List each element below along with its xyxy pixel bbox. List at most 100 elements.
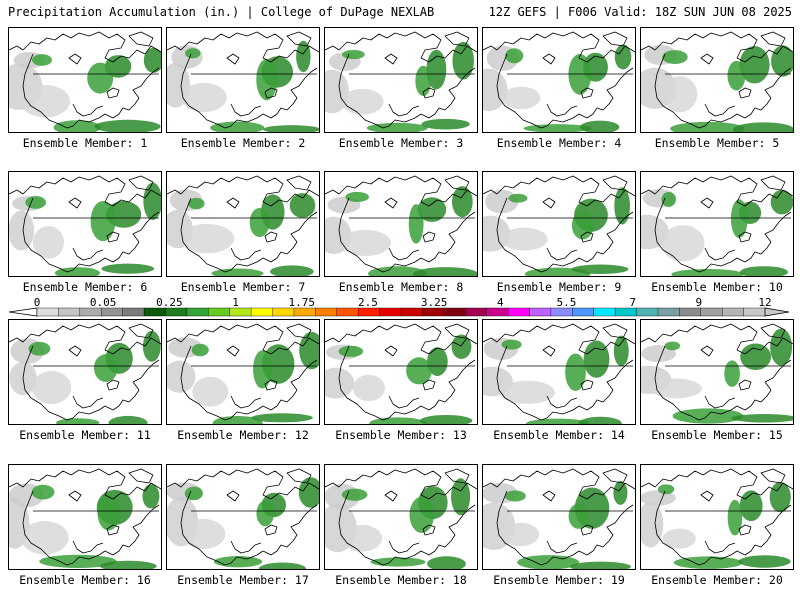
legend-swatch [36, 307, 59, 317]
precip-area [188, 197, 205, 210]
precip-area [56, 418, 100, 424]
precip-area [740, 343, 772, 371]
legend-swatch [529, 307, 552, 317]
precip-area [613, 335, 629, 367]
precipitation-color-legend: 0 0.05 0.25 1 1.75 2.5 3.25 4 5.5 7 9 12 [0, 296, 800, 318]
legend-tick-label: 12 [758, 296, 772, 309]
ensemble-member-label-11: Ensemble Member: 11 [19, 428, 151, 442]
legend-swatch [357, 307, 381, 317]
precip-area [451, 334, 472, 359]
precip-area [738, 555, 791, 568]
precip-area [93, 354, 118, 382]
precipitation-map [325, 323, 477, 424]
ensemble-member-map-7 [166, 171, 320, 277]
precip-area [771, 45, 793, 77]
map-title: Precipitation Accumulation (in.) | Colle… [8, 5, 435, 19]
precip-area [500, 227, 548, 251]
precip-area [142, 484, 160, 509]
precip-area [369, 417, 427, 424]
coastline-borders [483, 31, 635, 129]
precip-area [614, 187, 631, 225]
precip-area [25, 196, 47, 209]
ensemble-member-label-7: Ensemble Member: 7 [180, 280, 306, 294]
legend-swatch [122, 307, 145, 317]
legend-swatch [165, 307, 188, 317]
ensemble-member-label-20: Ensemble Member: 20 [651, 573, 783, 587]
legend-tick-label: 0.25 [156, 296, 183, 309]
precip-area [421, 118, 470, 130]
legend-left-arrow [8, 307, 38, 317]
legend-swatch [208, 307, 231, 317]
precip-area [730, 199, 748, 239]
precip-area [583, 340, 610, 378]
precip-area [28, 341, 51, 356]
precip-area [570, 561, 631, 569]
ensemble-member-map-5 [640, 27, 794, 133]
ensemble-member-label-1: Ensemble Member: 1 [22, 136, 148, 150]
precip-shading [483, 187, 631, 276]
precip-area [451, 186, 473, 218]
precip-area [568, 503, 589, 529]
precip-area [32, 225, 65, 259]
coastline-borders [483, 175, 635, 273]
legend-tick-label: 3.25 [420, 296, 448, 309]
legend-swatch [572, 307, 595, 317]
ensemble-member-label-13: Ensemble Member: 13 [335, 428, 467, 442]
precip-area [345, 191, 370, 203]
precip-area [580, 120, 620, 132]
precip-area [341, 88, 384, 115]
precip-area [571, 264, 629, 275]
ensemble-member-map-20 [640, 464, 794, 570]
precipitation-map [325, 175, 477, 276]
legend-swatch [79, 307, 102, 317]
precip-area [724, 360, 740, 387]
coastline-borders [325, 323, 477, 421]
coastline-borders [167, 31, 319, 129]
precip-area [523, 124, 592, 132]
legend-swatch [700, 307, 723, 317]
precip-shading [325, 41, 474, 132]
precip-shading [167, 477, 319, 569]
precip-area [732, 122, 793, 132]
coastline-borders [483, 323, 635, 421]
precip-area [143, 47, 161, 73]
precip-shading [641, 44, 793, 132]
legend-swatch [486, 307, 509, 317]
precip-area [256, 500, 275, 527]
precip-area [662, 528, 696, 549]
precip-area [181, 82, 227, 113]
precip-area [727, 60, 746, 91]
precip-area [427, 347, 448, 376]
legend-swatch [143, 307, 166, 317]
precip-area [452, 41, 474, 80]
precip-shading [9, 47, 161, 132]
legend-tick-label: 2.5 [357, 296, 378, 309]
legend-swatch [443, 307, 466, 317]
precip-area [740, 266, 789, 276]
precip-area [451, 478, 471, 516]
legend-swatch [293, 307, 316, 317]
precip-area [408, 204, 424, 244]
legend-swatch [400, 307, 423, 317]
precipitation-map [167, 323, 319, 424]
precipitation-map [641, 323, 793, 424]
ensemble-member-map-15 [640, 319, 794, 425]
precip-shading [325, 186, 477, 276]
precip-area [770, 328, 793, 366]
ensemble-member-map-11 [8, 319, 162, 425]
precip-area [483, 68, 508, 112]
precip-area [500, 380, 555, 404]
precip-area [739, 490, 763, 522]
precip-area [185, 48, 201, 59]
legend-swatch [743, 307, 766, 317]
precip-area [505, 48, 524, 64]
precip-shading [9, 483, 160, 569]
ensemble-member-label-4: Ensemble Member: 4 [496, 136, 622, 150]
ensemble-member-label-12: Ensemble Member: 12 [177, 428, 309, 442]
precip-area [54, 267, 101, 276]
ensemble-member-label-2: Ensemble Member: 2 [180, 136, 306, 150]
ensemble-member-map-10 [640, 171, 794, 277]
precip-area [342, 49, 365, 60]
coastline-borders [325, 175, 477, 273]
